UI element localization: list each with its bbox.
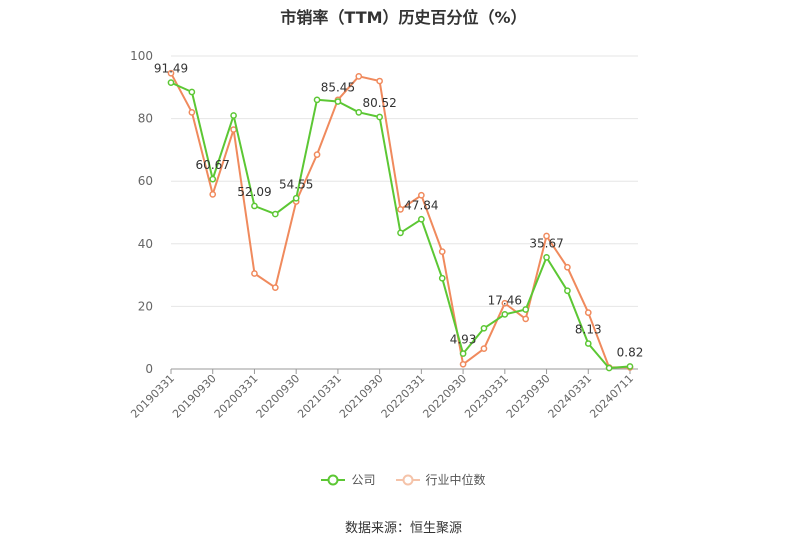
x-tick-label: 20190331 [128,372,177,421]
series-line-industry-median [170,72,630,369]
data-point-industry-median [167,69,175,77]
x-tick-label: 20220930 [420,372,469,421]
data-point-company [480,324,488,332]
data-source: 数据来源：恒生聚源 [344,521,462,536]
y-tick-label: 80 [138,112,153,126]
data-label: 52.09 [237,185,271,199]
data-point-industry-median [522,315,530,323]
legend-industry-marker-icon [395,474,420,485]
data-label: 35.67 [529,236,563,250]
data-point-company [564,287,571,295]
legend-item-company[interactable]: 公司 [321,471,376,488]
data-point-company [501,311,509,318]
data-point-industry-median [438,248,446,255]
data-label: 85.45 [321,81,355,95]
data-label: 60.67 [196,158,230,172]
data-point-industry-median [271,284,279,291]
data-point-company [334,98,342,105]
data-point-company [271,210,279,218]
data-point-industry-median [313,151,321,158]
data-point-industry-median [355,72,363,80]
x-tick-label: 20240711 [587,372,636,421]
series-layer [167,69,634,372]
data-point-company [397,229,404,237]
x-tick-label: 20230331 [462,372,511,421]
data-label: 8.13 [575,323,602,337]
data-point-company [418,215,425,223]
series-line-company [170,81,631,370]
data-point-company [543,254,550,261]
data-point-industry-median [480,345,488,353]
legend: 公司 行业中位数 [0,471,807,488]
data-label: 91.49 [154,62,188,76]
data-point-company [438,274,446,282]
data-point-industry-median [418,191,425,199]
data-label: 4.93 [450,333,477,347]
data-point-company [459,350,467,357]
data-point-industry-median [376,77,383,85]
data-point-company [292,194,300,202]
data-point-company [355,108,363,116]
data-label: 17.46 [488,293,522,307]
data-point-industry-median [251,270,258,277]
x-tick-label: 20190930 [170,372,219,421]
data-point-company [522,306,530,313]
data-label: 47.84 [404,198,438,212]
x-tick-label: 20200331 [212,372,261,421]
data-point-company [167,79,175,86]
data-point-industry-median [459,360,467,368]
y-tick-label: 100 [130,49,153,63]
y-tick-label: 60 [138,174,153,188]
data-point-company [605,364,613,372]
x-tick-label: 20210930 [337,372,386,421]
legend-item-industry-median[interactable]: 行业中位数 [395,471,486,488]
data-point-company [626,363,634,370]
data-label: 0.82 [617,345,644,359]
legend-industry-label: 行业中位数 [425,473,486,487]
data-label: 80.52 [362,96,396,110]
data-point-company [209,175,217,183]
data-point-industry-median [188,108,196,116]
legend-company-marker-icon [321,474,346,485]
data-label: 54.55 [279,177,313,191]
x-tick-label: 20240331 [546,372,595,421]
data-point-industry-median [543,232,550,240]
data-label-layer: 91.49 60.67 52.09 54.55 85.45 80.52 47.84 4.93 1… [154,62,644,360]
data-point-company [376,113,383,121]
data-point-company [251,202,258,210]
data-point-industry-median [501,299,509,307]
data-point-industry-median [584,309,592,317]
x-tick-label: 20220331 [379,372,428,421]
y-tick-label: 20 [138,299,153,313]
data-point-industry-median [564,263,571,271]
x-tick-label: 20210331 [295,372,344,421]
data-point-industry-median [397,206,404,213]
y-tick-label: 40 [138,237,153,251]
data-point-company [188,88,196,96]
legend-company-label: 公司 [351,473,376,487]
y-tick-label: 0 [145,362,153,376]
x-tick-label: 20230930 [504,372,553,421]
data-point-industry-median [209,190,217,198]
data-point-company [313,96,321,104]
data-point-company [584,340,592,347]
grid-layer [171,55,638,370]
x-tick-label: 20200930 [254,372,303,421]
chart-title: 市销率（TTM）历史百分位（%） [280,8,527,27]
data-point-company [230,112,237,119]
